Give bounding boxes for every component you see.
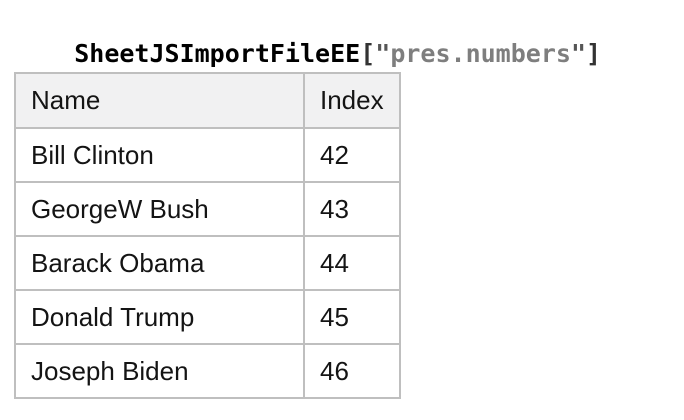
table-row: Joseph Biden 46 xyxy=(14,343,401,399)
presidents-table: Name Index Bill Clinton 42 GeorgeW Bush … xyxy=(14,72,401,399)
name-cell: Joseph Biden xyxy=(14,343,305,399)
index-cell: 44 xyxy=(303,235,401,291)
column-header-index: Index xyxy=(303,72,401,129)
table-row: Barack Obama 44 xyxy=(14,235,401,291)
name-cell: Barack Obama xyxy=(14,235,305,291)
table-row: Bill Clinton 42 xyxy=(14,127,401,183)
table-row: GeorgeW Bush 43 xyxy=(14,181,401,237)
page-title: SheetJSImportFileEE["pres.numbers"] xyxy=(14,10,601,97)
index-cell: 46 xyxy=(303,343,401,399)
title-sheet-name: pres.numbers xyxy=(390,39,571,68)
title-close-quote: " xyxy=(570,39,587,68)
table-header-row: Name Index xyxy=(14,72,401,129)
name-cell: Bill Clinton xyxy=(14,127,305,183)
index-cell: 42 xyxy=(303,127,401,183)
title-open-quote: " xyxy=(375,39,391,68)
name-cell: Donald Trump xyxy=(14,289,305,345)
table-row: Donald Trump 45 xyxy=(14,289,401,345)
name-cell: GeorgeW Bush xyxy=(14,181,305,237)
index-cell: 45 xyxy=(303,289,401,345)
index-cell: 43 xyxy=(303,181,401,237)
title-variable-name: SheetJSImportFileEE xyxy=(74,39,361,68)
column-header-name: Name xyxy=(14,72,305,129)
title-open-bracket: [ xyxy=(360,39,376,68)
title-close-bracket: ] xyxy=(586,39,602,68)
